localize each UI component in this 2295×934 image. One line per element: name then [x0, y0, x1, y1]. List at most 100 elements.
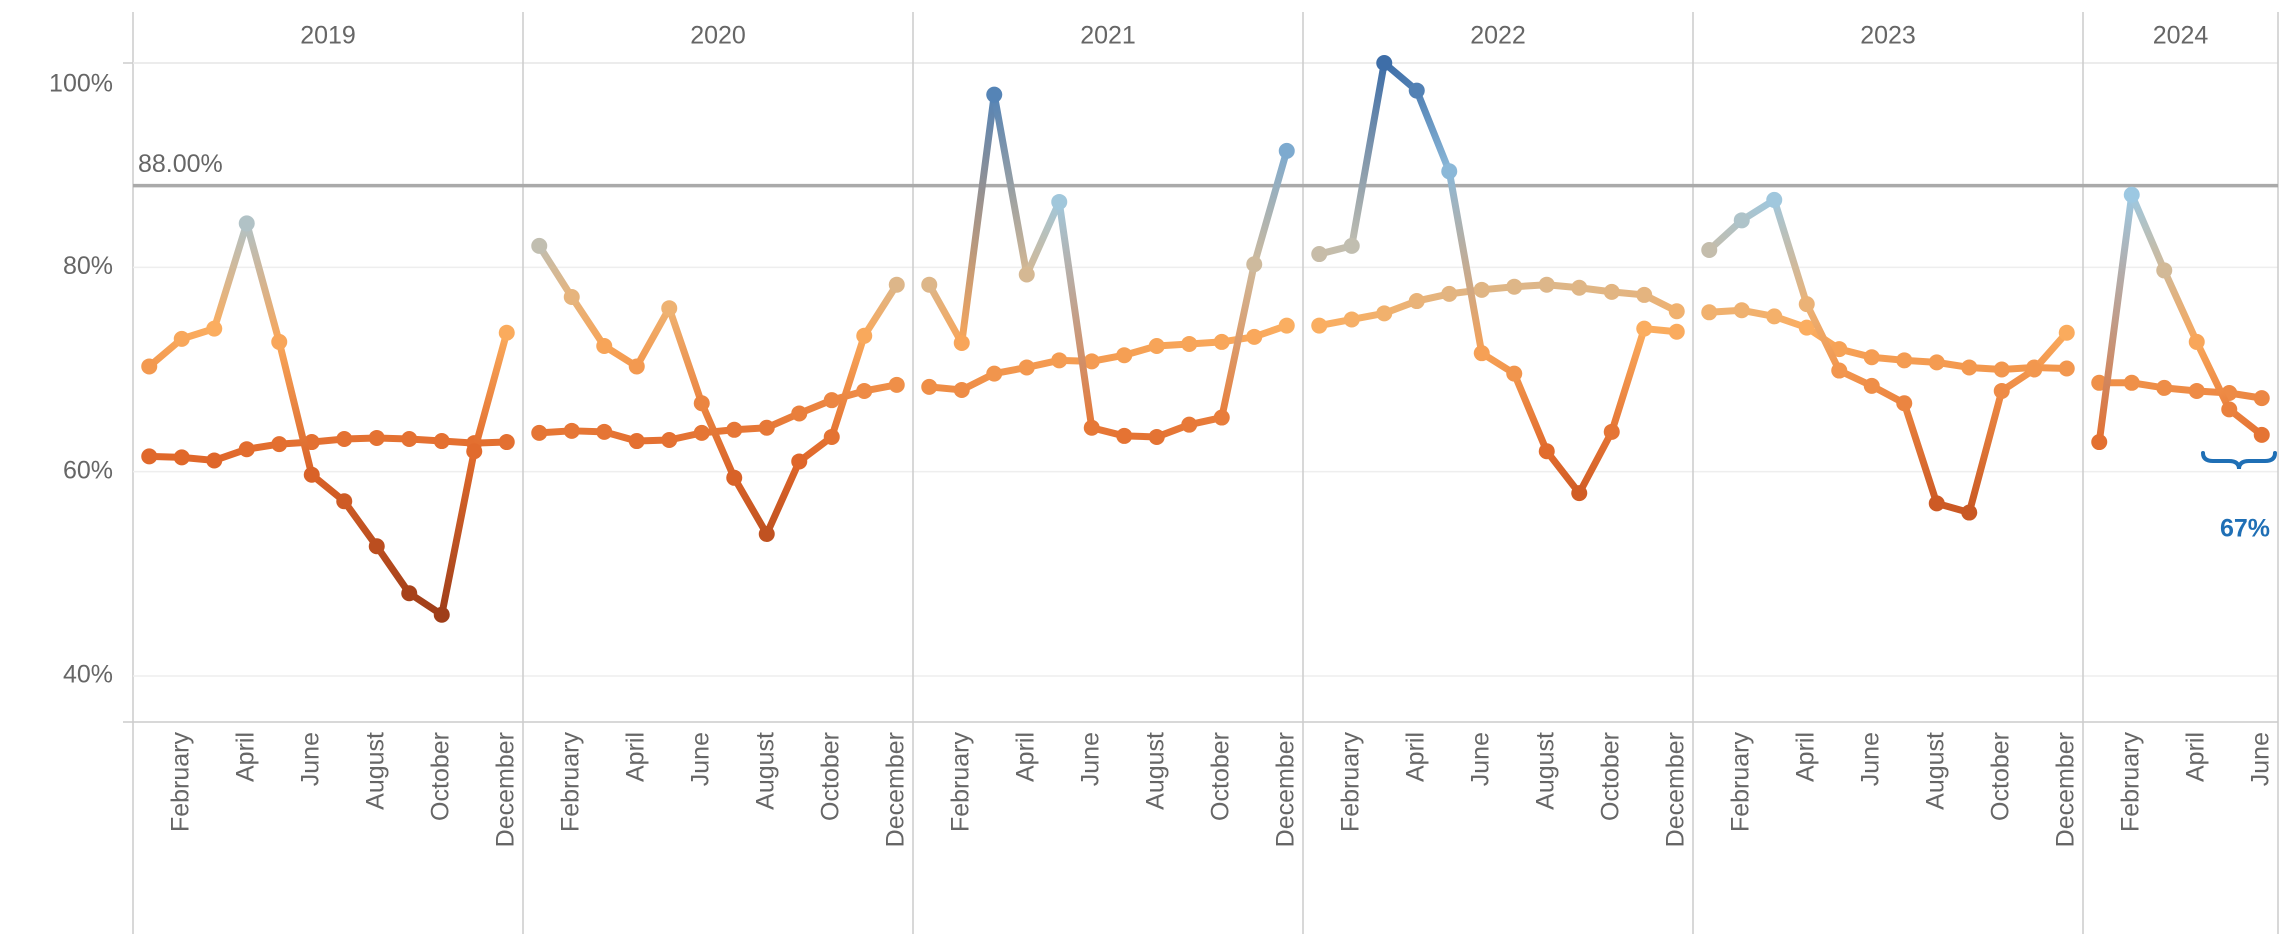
- point: [1701, 304, 1718, 321]
- panel-title: 2023: [1860, 22, 1916, 50]
- point: [1766, 191, 1783, 208]
- line-segment: [1965, 387, 2006, 517]
- line-segment: [438, 447, 478, 619]
- panel-title: 2019: [300, 22, 356, 50]
- x-tick-label: August: [1141, 732, 1169, 810]
- x-tick-label: February: [1726, 732, 1754, 833]
- point: [921, 276, 938, 293]
- x-tick-label: December: [2051, 732, 2079, 847]
- point: [2188, 333, 2205, 350]
- point: [1636, 286, 1653, 303]
- point: [856, 327, 873, 344]
- line-segment: [340, 497, 381, 550]
- point: [173, 330, 190, 347]
- point: [2188, 382, 2205, 399]
- point: [986, 365, 1003, 382]
- line-segment: [535, 242, 576, 301]
- point: [1441, 285, 1458, 302]
- point: [173, 449, 190, 466]
- point: [303, 466, 320, 483]
- line-segment: [698, 399, 738, 482]
- point: [498, 324, 515, 341]
- panel-title: 2020: [690, 22, 746, 50]
- line-segment: [1218, 260, 1258, 422]
- point: [1961, 359, 1978, 376]
- point: [206, 452, 223, 469]
- line-segment: [633, 304, 673, 370]
- reference-label: 88.00%: [138, 150, 223, 178]
- point: [1116, 347, 1133, 364]
- x-tick-label: June: [296, 732, 324, 786]
- point: [1278, 317, 1295, 334]
- annotation-label: 67%: [2220, 515, 2270, 543]
- x-tick-label: February: [166, 732, 194, 833]
- y-tick-label: 80%: [63, 252, 113, 280]
- x-tick-label: April: [1011, 732, 1039, 782]
- point: [1798, 319, 1815, 336]
- line-segment: [1023, 198, 1063, 278]
- line-segment: [2160, 266, 2201, 346]
- x-tick-label: October: [816, 732, 844, 821]
- point: [563, 422, 580, 439]
- x-tick-label: October: [1206, 732, 1234, 821]
- point: [1473, 345, 1490, 362]
- point: [888, 276, 905, 293]
- line-segment: [1413, 87, 1453, 175]
- point: [1376, 55, 1393, 71]
- y-tick-label: 100%: [49, 70, 113, 98]
- x-tick-label: December: [1661, 732, 1689, 847]
- line-segment: [1250, 147, 1291, 268]
- point: [1408, 82, 1425, 99]
- x-tick-label: October: [426, 732, 454, 821]
- point: [1571, 279, 1588, 296]
- point: [1636, 320, 1653, 337]
- x-tick-label: February: [556, 732, 584, 833]
- point: [2123, 186, 2140, 203]
- point: [1018, 359, 1035, 376]
- line-segment: [470, 329, 511, 455]
- point: [1408, 293, 1425, 310]
- line-segment: [1445, 167, 1486, 357]
- point: [141, 448, 158, 465]
- line-segment: [860, 281, 901, 340]
- line-segment: [990, 91, 1031, 278]
- line-segment: [1510, 370, 1551, 455]
- line-segment: [243, 219, 283, 346]
- point: [206, 320, 223, 337]
- point: [1538, 276, 1555, 293]
- point: [1928, 495, 1945, 512]
- x-tick-label: February: [1336, 732, 1364, 833]
- x-tick-label: August: [1921, 732, 1949, 810]
- point: [986, 86, 1003, 103]
- point: [336, 493, 353, 510]
- line-segment: [2095, 191, 2136, 446]
- point: [1668, 303, 1685, 320]
- point: [726, 469, 743, 486]
- point: [466, 443, 483, 460]
- point: [1181, 335, 1198, 352]
- line-segment: [1608, 325, 1648, 436]
- point: [693, 395, 710, 412]
- point: [1766, 308, 1783, 325]
- point: [758, 526, 775, 543]
- point: [368, 538, 385, 555]
- point: [1831, 341, 1848, 358]
- point: [1473, 281, 1490, 298]
- line-segment: [665, 304, 706, 407]
- line-segment: [925, 281, 966, 347]
- point: [2026, 361, 2043, 378]
- point: [1051, 193, 1068, 210]
- point: [1831, 362, 1848, 379]
- point: [1018, 266, 1035, 283]
- point: [758, 419, 775, 436]
- x-tick-label: April: [621, 732, 649, 782]
- point: [2253, 390, 2270, 407]
- point: [888, 376, 905, 393]
- point: [1603, 283, 1620, 300]
- line-segment: [730, 474, 771, 538]
- point: [1506, 365, 1523, 382]
- x-tick-label: August: [1531, 732, 1559, 810]
- point: [628, 433, 645, 450]
- x-tick-label: April: [1401, 732, 1429, 782]
